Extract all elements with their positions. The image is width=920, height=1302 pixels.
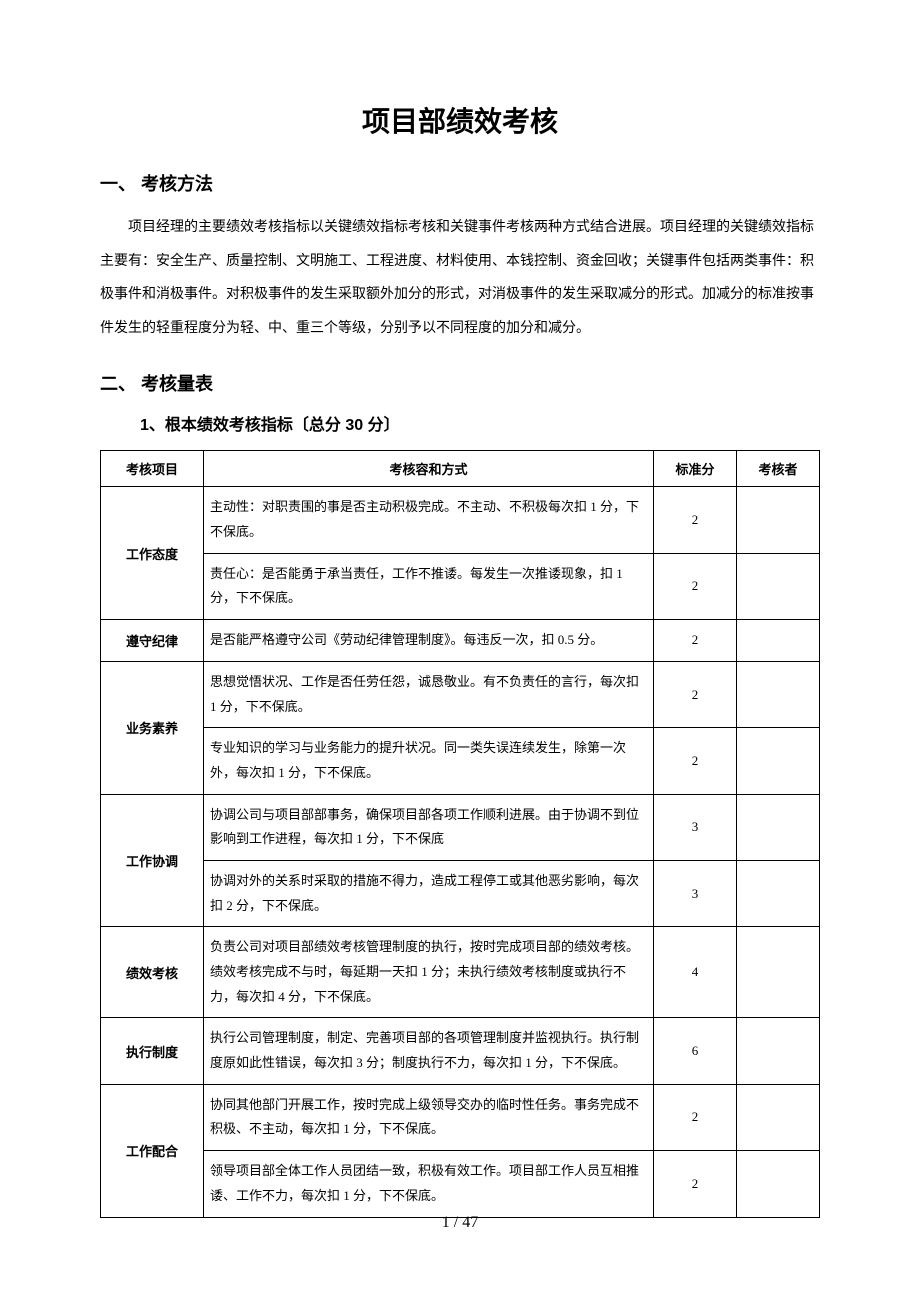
table-row: 执行制度执行公司管理制度，制定、完善项目部的各项管理制度并监视执行。执行制度原如… (101, 1018, 820, 1084)
cell-score: 6 (654, 1018, 737, 1084)
cell-evaluator (737, 794, 820, 860)
table-row: 责任心：是否能勇于承当责任，工作不推诿。每发生一次推诿现象，扣 1 分，下不保底… (101, 553, 820, 619)
cell-evaluator (737, 1018, 820, 1084)
cell-content: 是否能严格遵守公司《劳动纪律管理制度》。每违反一次，扣 0.5 分。 (204, 620, 654, 662)
section-1-heading: 一、 考核方法 (100, 170, 820, 196)
cell-evaluator (737, 661, 820, 727)
table-row: 业务素养思想觉悟状况、工作是否任劳任怨，诚恳敬业。有不负责任的言行，每次扣 1 … (101, 661, 820, 727)
table-row: 绩效考核负责公司对项目部绩效考核管理制度的执行，按时完成项目部的绩效考核。绩效考… (101, 927, 820, 1018)
cell-evaluator (737, 620, 820, 662)
evaluation-table: 考核项目 考核容和方式 标准分 考核者 工作态度主动性：对职责围的事是否主动积极… (100, 450, 820, 1217)
cell-score: 4 (654, 927, 737, 1018)
cell-evaluator (737, 553, 820, 619)
cell-item: 执行制度 (101, 1018, 204, 1084)
cell-score: 3 (654, 794, 737, 860)
table-row: 工作态度主动性：对职责围的事是否主动积极完成。不主动、不积极每次扣 1 分，下不… (101, 487, 820, 553)
cell-content: 协调公司与项目部部事务，确保项目部各项工作顺利进展。由于协调不到位影响到工作进程… (204, 794, 654, 860)
cell-score: 2 (654, 1151, 737, 1217)
cell-content: 执行公司管理制度，制定、完善项目部的各项管理制度并监视执行。执行制度原如此性错误… (204, 1018, 654, 1084)
cell-evaluator (737, 927, 820, 1018)
table-row: 专业知识的学习与业务能力的提升状况。同一类失误连续发生，除第一次外，每次扣 1 … (101, 728, 820, 794)
cell-content: 负责公司对项目部绩效考核管理制度的执行，按时完成项目部的绩效考核。绩效考核完成不… (204, 927, 654, 1018)
cell-content: 思想觉悟状况、工作是否任劳任怨，诚恳敬业。有不负责任的言行，每次扣 1 分，下不… (204, 661, 654, 727)
cell-content: 责任心：是否能勇于承当责任，工作不推诿。每发生一次推诿现象，扣 1 分，下不保底… (204, 553, 654, 619)
cell-evaluator (737, 1084, 820, 1150)
section-1-paragraph: 项目经理的主要绩效考核指标以关键绩效指标考核和关键事件考核两种方式结合进展。项目… (100, 211, 820, 345)
cell-item: 工作态度 (101, 487, 204, 620)
cell-evaluator (737, 728, 820, 794)
cell-item: 绩效考核 (101, 927, 204, 1018)
cell-score: 2 (654, 553, 737, 619)
page-number: 1 / 47 (0, 1214, 920, 1232)
table-row: 工作协调协调公司与项目部部事务，确保项目部各项工作顺利进展。由于协调不到位影响到… (101, 794, 820, 860)
th-score: 标准分 (654, 451, 737, 487)
cell-score: 3 (654, 860, 737, 926)
cell-score: 2 (654, 487, 737, 553)
th-content: 考核容和方式 (204, 451, 654, 487)
cell-evaluator (737, 860, 820, 926)
cell-item: 遵守纪律 (101, 620, 204, 662)
table-row: 协调对外的关系时采取的措施不得力，造成工程停工或其他恶劣影响，每次扣 2 分，下… (101, 860, 820, 926)
document-title: 项目部绩效考核 (100, 100, 820, 140)
cell-content: 协同其他部门开展工作，按时完成上级领导交办的临时性任务。事务完成不积极、不主动，… (204, 1084, 654, 1150)
cell-item: 业务素养 (101, 661, 204, 794)
cell-evaluator (737, 487, 820, 553)
cell-score: 2 (654, 661, 737, 727)
th-evaluator: 考核者 (737, 451, 820, 487)
cell-item: 工作配合 (101, 1084, 204, 1217)
th-item: 考核项目 (101, 451, 204, 487)
table-row: 遵守纪律是否能严格遵守公司《劳动纪律管理制度》。每违反一次，扣 0.5 分。2 (101, 620, 820, 662)
table-row: 工作配合协同其他部门开展工作，按时完成上级领导交办的临时性任务。事务完成不积极、… (101, 1084, 820, 1150)
table-row: 领导项目部全体工作人员团结一致，积极有效工作。项目部工作人员互相推诿、工作不力，… (101, 1151, 820, 1217)
cell-score: 2 (654, 728, 737, 794)
cell-score: 2 (654, 620, 737, 662)
cell-content: 领导项目部全体工作人员团结一致，积极有效工作。项目部工作人员互相推诿、工作不力，… (204, 1151, 654, 1217)
cell-score: 2 (654, 1084, 737, 1150)
document-page: 项目部绩效考核 一、 考核方法 项目经理的主要绩效考核指标以关键绩效指标考核和关… (0, 0, 920, 1302)
section-2-subheading: 1、根本绩效考核指标〔总分 30 分〕 (140, 411, 820, 435)
table-header-row: 考核项目 考核容和方式 标准分 考核者 (101, 451, 820, 487)
cell-item: 工作协调 (101, 794, 204, 927)
cell-evaluator (737, 1151, 820, 1217)
cell-content: 专业知识的学习与业务能力的提升状况。同一类失误连续发生，除第一次外，每次扣 1 … (204, 728, 654, 794)
cell-content: 主动性：对职责围的事是否主动积极完成。不主动、不积极每次扣 1 分，下不保底。 (204, 487, 654, 553)
section-2-heading: 二、 考核量表 (100, 370, 820, 396)
cell-content: 协调对外的关系时采取的措施不得力，造成工程停工或其他恶劣影响，每次扣 2 分，下… (204, 860, 654, 926)
